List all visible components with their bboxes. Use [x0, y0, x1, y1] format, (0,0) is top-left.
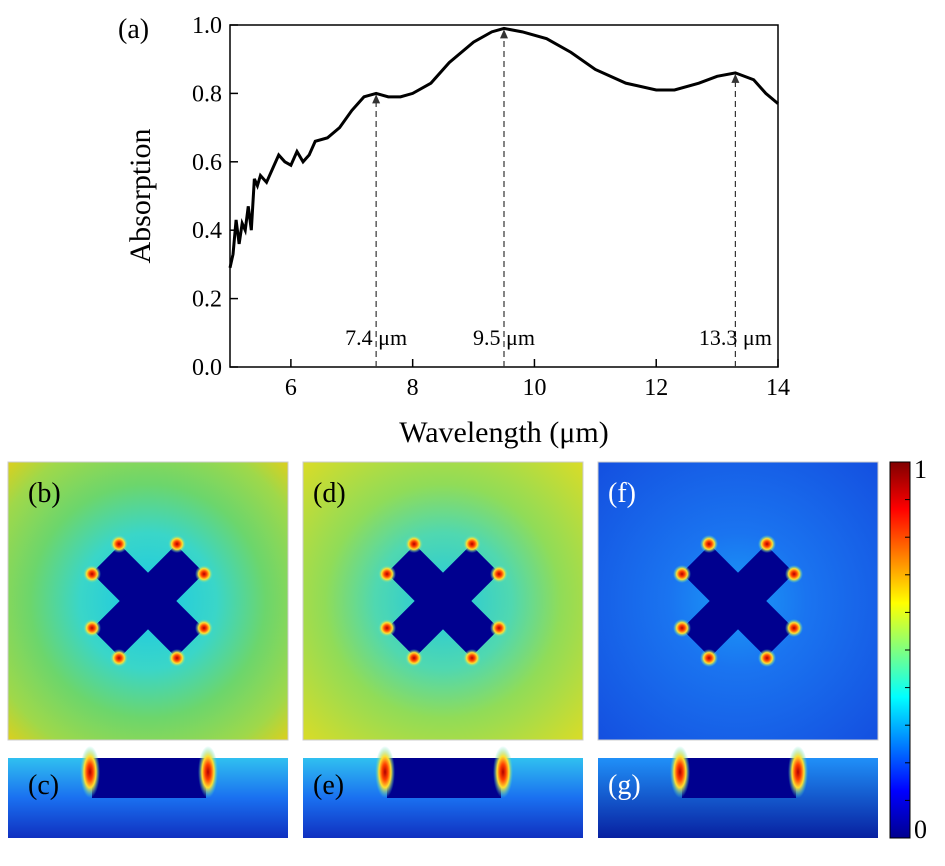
annotation-arrow	[500, 29, 508, 39]
panel-label: (a)	[118, 14, 149, 45]
y-tick-label: 1.0	[192, 13, 222, 39]
x-tick-label: 8	[407, 375, 419, 401]
y-tick-label: 0.2	[192, 287, 222, 313]
x-tick-label: 6	[285, 375, 297, 401]
annotation-label: 7.4 μm	[345, 325, 407, 350]
data-line	[228, 26, 779, 269]
panel-label: (d)	[313, 478, 346, 509]
annotation-label: 9.5 μm	[473, 325, 535, 350]
panel-label: (g)	[608, 770, 641, 801]
y-tick-label: 0.8	[192, 81, 222, 107]
field-maps	[7, 461, 911, 839]
annotation-label: 13.3 μm	[699, 325, 772, 350]
y-tick-label: 0.4	[192, 218, 222, 244]
x-tick-label: 10	[522, 375, 546, 401]
colorbar-tick-label: 0	[914, 815, 927, 844]
panel-label: (e)	[313, 770, 344, 801]
panel-label: (c)	[28, 770, 59, 801]
y-tick-label: 0.0	[192, 355, 222, 381]
annotation-arrow	[372, 94, 381, 104]
panel-label: (f)	[608, 478, 636, 509]
panel-label: (b)	[28, 478, 61, 509]
x-axis-label: Wavelength (μm)	[399, 416, 608, 449]
y-axis-label: Absorption	[124, 129, 157, 264]
colorbar-tick-label: 1	[914, 455, 927, 484]
y-tick-label: 0.6	[192, 150, 222, 176]
x-tick-label: 12	[644, 375, 668, 401]
annotation-arrow	[731, 73, 740, 83]
x-tick-label: 14	[766, 375, 790, 401]
